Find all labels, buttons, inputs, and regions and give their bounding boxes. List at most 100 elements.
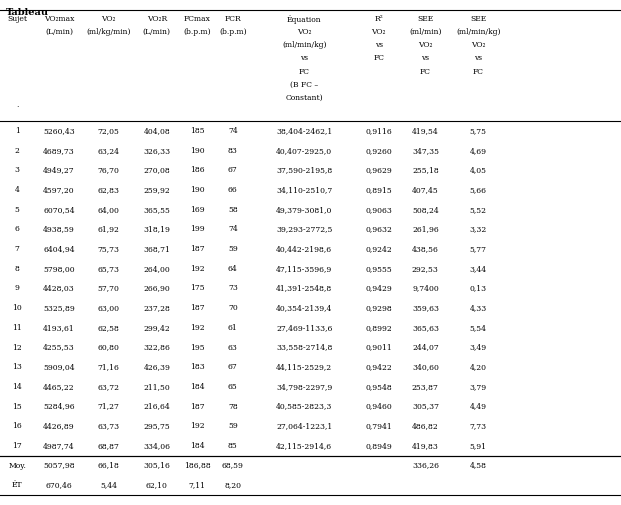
Text: 261,96: 261,96 <box>412 225 439 233</box>
Text: 42,115-2914,6: 42,115-2914,6 <box>276 442 332 450</box>
Text: 13: 13 <box>12 363 22 371</box>
Text: 60,80: 60,80 <box>97 343 120 351</box>
Text: FC: FC <box>299 68 310 76</box>
Text: 6404,94: 6404,94 <box>43 245 75 253</box>
Text: (b.p.m): (b.p.m) <box>219 28 247 36</box>
Text: 78: 78 <box>228 402 238 411</box>
Text: 9,7400: 9,7400 <box>412 284 439 292</box>
Text: vs: vs <box>421 55 430 63</box>
Text: (ml/min/kg): (ml/min/kg) <box>282 41 327 49</box>
Text: (B FC –: (B FC – <box>290 81 319 88</box>
Text: 334,06: 334,06 <box>143 442 170 450</box>
Text: 264,00: 264,00 <box>143 265 170 273</box>
Text: 192: 192 <box>190 324 204 332</box>
Text: vs: vs <box>374 41 383 49</box>
Text: 0,9429: 0,9429 <box>365 284 392 292</box>
Text: 4987,74: 4987,74 <box>43 442 75 450</box>
Text: 237,28: 237,28 <box>143 304 170 312</box>
Text: 40,442-2198,6: 40,442-2198,6 <box>276 245 332 253</box>
Text: 0,9632: 0,9632 <box>365 225 392 233</box>
Text: 9: 9 <box>15 284 19 292</box>
Text: 3: 3 <box>14 167 20 174</box>
Text: 419,54: 419,54 <box>412 127 439 135</box>
Text: 65,73: 65,73 <box>97 265 120 273</box>
Text: 347,35: 347,35 <box>412 147 439 155</box>
Text: 0,8915: 0,8915 <box>365 186 392 194</box>
Text: 61: 61 <box>228 324 238 332</box>
Text: 61,92: 61,92 <box>97 225 120 233</box>
Text: 63,00: 63,00 <box>97 304 120 312</box>
Text: 0,9260: 0,9260 <box>365 147 392 155</box>
Text: 3,49: 3,49 <box>469 343 487 351</box>
Text: 322,86: 322,86 <box>143 343 170 351</box>
Text: 27,469-1133,6: 27,469-1133,6 <box>276 324 332 332</box>
Text: 0,7941: 0,7941 <box>365 422 392 430</box>
Text: 4428,03: 4428,03 <box>43 284 75 292</box>
Text: 187: 187 <box>190 402 204 411</box>
Text: 4,58: 4,58 <box>469 462 487 470</box>
Text: 190: 190 <box>190 147 204 155</box>
Text: 199: 199 <box>190 225 204 233</box>
Text: Constant): Constant) <box>286 93 323 102</box>
Text: 74: 74 <box>228 127 238 135</box>
Text: Tableau: Tableau <box>6 8 49 17</box>
Text: 4949,27: 4949,27 <box>43 167 75 174</box>
Text: 4,49: 4,49 <box>469 402 487 411</box>
Text: 4193,61: 4193,61 <box>43 324 75 332</box>
Text: 266,90: 266,90 <box>143 284 170 292</box>
Text: 426,39: 426,39 <box>143 363 170 371</box>
Text: 67: 67 <box>228 363 238 371</box>
Text: 255,18: 255,18 <box>412 167 439 174</box>
Text: 195: 195 <box>190 343 204 351</box>
Text: 0,9063: 0,9063 <box>365 206 392 214</box>
Text: 0,8992: 0,8992 <box>365 324 392 332</box>
Text: VO₂: VO₂ <box>471 41 486 49</box>
Text: 4597,20: 4597,20 <box>43 186 75 194</box>
Text: 12: 12 <box>12 343 22 351</box>
Text: 57,70: 57,70 <box>97 284 120 292</box>
Text: 192: 192 <box>190 422 204 430</box>
Text: 8: 8 <box>15 265 19 273</box>
Text: ÉT: ÉT <box>12 481 22 489</box>
Text: (ml/min): (ml/min) <box>409 28 442 36</box>
Text: 0,9242: 0,9242 <box>365 245 392 253</box>
Text: Équation: Équation <box>287 15 322 24</box>
Text: 68,87: 68,87 <box>97 442 120 450</box>
Text: 419,83: 419,83 <box>412 442 439 450</box>
Text: 72,05: 72,05 <box>97 127 120 135</box>
Text: 63,24: 63,24 <box>97 147 120 155</box>
Text: 6: 6 <box>15 225 19 233</box>
Text: 63: 63 <box>228 343 238 351</box>
Text: 4465,22: 4465,22 <box>43 383 75 391</box>
Text: 49,379-3081,0: 49,379-3081,0 <box>276 206 332 214</box>
Text: 3,32: 3,32 <box>469 225 487 233</box>
Text: 365,55: 365,55 <box>143 206 170 214</box>
Text: 259,92: 259,92 <box>143 186 170 194</box>
Text: 62,10: 62,10 <box>146 481 168 489</box>
Text: VO₂: VO₂ <box>371 28 386 36</box>
Text: FCR: FCR <box>225 15 241 23</box>
Text: 62,58: 62,58 <box>97 324 120 332</box>
Text: 5798,00: 5798,00 <box>43 265 75 273</box>
Text: 63,73: 63,73 <box>97 422 120 430</box>
Text: 187: 187 <box>190 304 204 312</box>
Text: 40,585-2823,3: 40,585-2823,3 <box>276 402 332 411</box>
Text: 1: 1 <box>15 127 19 135</box>
Text: 0,8949: 0,8949 <box>365 442 392 450</box>
Text: 365,63: 365,63 <box>412 324 439 332</box>
Text: 7: 7 <box>15 245 19 253</box>
Text: 11: 11 <box>12 324 22 332</box>
Text: 15: 15 <box>12 402 22 411</box>
Text: 0,9422: 0,9422 <box>365 363 392 371</box>
Text: VO₂max: VO₂max <box>44 15 74 23</box>
Text: 75,73: 75,73 <box>97 245 120 253</box>
Text: FC: FC <box>420 68 431 76</box>
Text: 336,26: 336,26 <box>412 462 439 470</box>
Text: 404,08: 404,08 <box>143 127 170 135</box>
Text: 326,33: 326,33 <box>143 147 170 155</box>
Text: 10: 10 <box>12 304 22 312</box>
Text: 318,19: 318,19 <box>143 225 170 233</box>
Text: 2: 2 <box>15 147 19 155</box>
Text: 59: 59 <box>228 245 238 253</box>
Text: 244,07: 244,07 <box>412 343 439 351</box>
